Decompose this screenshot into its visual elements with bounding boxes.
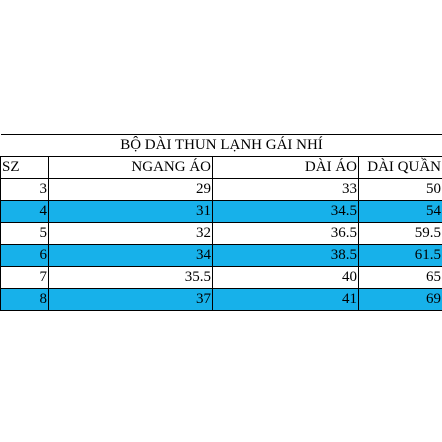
header-cell: DÀI QUẦN (358, 156, 442, 179)
table-body: BỘ DÀI THUN LẠNH GÁI NHÍ SZ NGANG ÁO DÀI… (0, 134, 442, 311)
data-cell: 38.5 (212, 244, 359, 267)
data-cell: 31 (48, 200, 213, 223)
data-cell: 4 (0, 200, 49, 223)
data-cell: 7 (0, 266, 49, 289)
data-row: 3 29 33 50 (0, 178, 442, 201)
data-cell: 37 (48, 288, 213, 311)
data-cell: 35.5 (48, 266, 213, 289)
data-cell: 33 (212, 178, 359, 201)
data-row: 5 32 36.5 59.5 (0, 222, 442, 245)
data-row: 4 31 34.5 54 (0, 200, 442, 223)
size-table: BỘ DÀI THUN LẠNH GÁI NHÍ SZ NGANG ÁO DÀI… (0, 134, 442, 311)
data-cell: 3 (0, 178, 49, 201)
data-cell: 32 (48, 222, 213, 245)
header-row: SZ NGANG ÁO DÀI ÁO DÀI QUẦN (0, 156, 442, 179)
data-row: 6 34 38.5 61.5 (0, 244, 442, 267)
data-row: 8 37 41 69 (0, 288, 442, 311)
table-title: BỘ DÀI THUN LẠNH GÁI NHÍ (0, 134, 442, 157)
data-cell: 8 (0, 288, 49, 311)
data-cell: 61.5 (358, 244, 442, 267)
data-cell: 6 (0, 244, 49, 267)
title-row: BỘ DÀI THUN LẠNH GÁI NHÍ (0, 134, 442, 157)
data-cell: 50 (358, 178, 442, 201)
data-cell: 36.5 (212, 222, 359, 245)
header-cell: SZ (0, 156, 49, 179)
data-cell: 54 (358, 200, 442, 223)
data-cell: 29 (48, 178, 213, 201)
data-row: 7 35.5 40 65 (0, 266, 442, 289)
data-cell: 59.5 (358, 222, 442, 245)
data-cell: 41 (212, 288, 359, 311)
data-cell: 65 (358, 266, 442, 289)
header-cell: DÀI ÁO (212, 156, 359, 179)
header-cell: NGANG ÁO (48, 156, 213, 179)
data-cell: 5 (0, 222, 49, 245)
data-cell: 40 (212, 266, 359, 289)
data-cell: 69 (358, 288, 442, 311)
data-cell: 34 (48, 244, 213, 267)
data-cell: 34.5 (212, 200, 359, 223)
